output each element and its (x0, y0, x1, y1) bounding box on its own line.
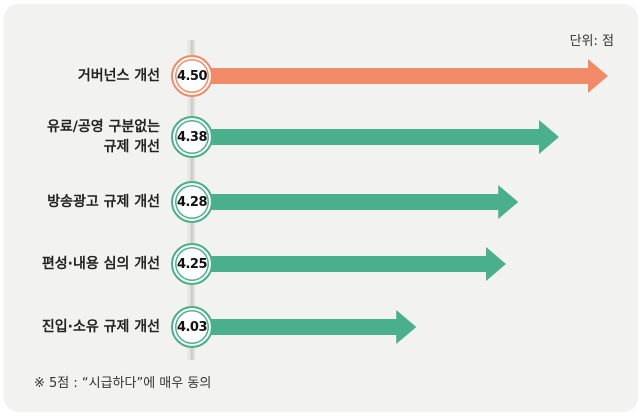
bar-row: 진입·소유 규제 개선 4.03 (0, 306, 642, 348)
footnote: ※ 5점 : “시급하다”에 매우 동의 (34, 376, 212, 391)
bar-arrow (200, 120, 560, 154)
bar-row: 편성·내용 심의 개선 4.25 (0, 243, 642, 285)
category-label-line: 진입·소유 규제 개선 (41, 319, 160, 335)
bar (200, 185, 519, 219)
category-label-line: 편성·내용 심의 개선 (41, 256, 160, 272)
category-label-line: 방송광고 규제 개선 (47, 194, 160, 210)
value-badge: 4.50 (171, 55, 213, 97)
category-label: 방송광고 규제 개선 (47, 192, 160, 212)
category-label: 편성·내용 심의 개선 (42, 254, 160, 274)
value-badge: 4.25 (171, 243, 213, 285)
unit-label: 단위: 점 (569, 34, 614, 49)
bar-row: 방송광고 규제 개선 4.28 (0, 181, 642, 223)
bar-arrow (200, 185, 519, 219)
bar (200, 310, 417, 344)
bar-row: 거버넌스 개선 4.50 (0, 55, 642, 97)
value-badge: 4.03 (171, 306, 213, 348)
bar (200, 120, 560, 154)
category-label-line: 규제 개선 (103, 139, 160, 155)
category-label-line: 거버넌스 개선 (77, 68, 160, 84)
bar-arrow (200, 59, 608, 93)
value-badge: 4.28 (171, 181, 213, 223)
value-badge: 4.38 (171, 116, 213, 158)
category-label-line: 유료/공영 구분없는 (46, 119, 160, 135)
category-label: 거버넌스 개선 (78, 66, 160, 86)
bar (200, 59, 608, 93)
category-label: 진입·소유 규제 개선 (42, 317, 160, 337)
bar-arrow (200, 310, 417, 344)
bar-arrow (200, 247, 506, 281)
bar (200, 247, 506, 281)
